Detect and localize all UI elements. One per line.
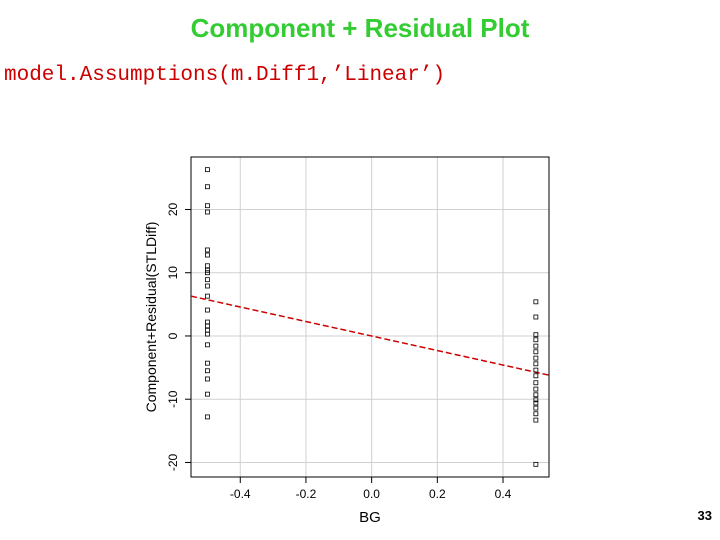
point	[205, 360, 210, 366]
point	[205, 331, 210, 337]
y-tick-label: -10	[166, 390, 180, 408]
plot: -0.4 -0.2 0.0 0.2 0.4 -20 -10 0 10 20 BG Component+…	[143, 156, 550, 526]
point	[533, 417, 539, 423]
point	[533, 461, 539, 467]
point	[205, 247, 210, 253]
point	[533, 392, 539, 398]
x-tick-label: -0.4	[230, 487, 251, 501]
point	[205, 167, 210, 173]
point	[533, 343, 539, 349]
point	[205, 414, 210, 420]
point	[205, 263, 210, 269]
point	[205, 368, 210, 374]
point	[533, 411, 539, 417]
point	[533, 386, 539, 392]
x-tick-label: 0.0	[363, 487, 380, 501]
slide-title: Component + Residual Plot	[191, 13, 530, 43]
x-tick-label: -0.2	[296, 487, 317, 501]
y-tick-label: 10	[166, 266, 180, 280]
y-axis-label: Component+Residual(STLDiff)	[143, 222, 159, 413]
y-tick-label: 20	[166, 202, 180, 216]
point	[533, 367, 539, 373]
y-tick-label: -20	[166, 453, 180, 471]
point	[205, 209, 210, 215]
x-tick-label: 0.4	[495, 487, 512, 501]
point	[205, 184, 210, 190]
point	[533, 332, 539, 338]
point	[533, 299, 539, 305]
point	[533, 373, 539, 379]
point	[205, 391, 210, 397]
point	[205, 293, 210, 299]
point	[205, 267, 210, 273]
point	[533, 380, 539, 386]
x-tick-label: 0.2	[429, 487, 446, 501]
y-tick-label: 0	[166, 332, 180, 339]
point	[533, 397, 539, 403]
page-number: 33	[698, 508, 712, 523]
code-line: model.Assumptions(m.Diff1,’Linear’)	[4, 64, 445, 87]
point	[533, 337, 539, 343]
point	[205, 283, 210, 289]
x-axis-label: BG	[359, 509, 381, 526]
point	[533, 314, 539, 320]
point	[205, 252, 210, 258]
point	[533, 355, 539, 361]
point	[533, 361, 539, 367]
point	[205, 307, 210, 313]
point	[205, 277, 210, 283]
point	[205, 376, 210, 382]
fit-line	[190, 295, 550, 376]
plot-frame	[190, 156, 550, 478]
point	[205, 203, 210, 209]
point	[533, 400, 539, 406]
point	[533, 405, 539, 411]
point	[533, 349, 539, 355]
point	[205, 323, 210, 329]
point	[205, 342, 210, 348]
point	[205, 270, 210, 276]
